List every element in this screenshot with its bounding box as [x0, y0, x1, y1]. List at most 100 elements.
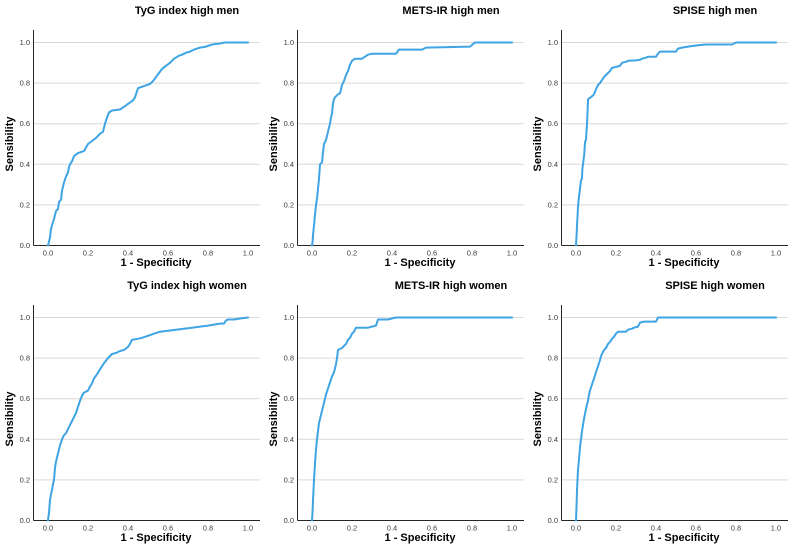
y-tick-label: 0.8 [20, 354, 30, 363]
y-tick-label: 0.8 [548, 354, 558, 363]
x-tick-label: 0.0 [307, 524, 317, 533]
y-tick-label: 0.2 [548, 475, 558, 484]
y-tick-label: 0.8 [284, 79, 294, 88]
y-tick-label: 0.0 [284, 241, 294, 250]
y-tick-label: 0.6 [20, 394, 30, 403]
roc-chart-cell-1: 0.0 0.2 0.4 0.6 0.8 1.0 0.0 0.2 0.4 0.6 0.8 1.0 TyG … [0, 0, 264, 275]
y-tick-label: 0.2 [20, 475, 30, 484]
x-tick-label: 1.0 [507, 249, 517, 258]
x-tick-label: 0.4 [651, 524, 661, 533]
chart-title: SPISE high women [665, 280, 765, 292]
y-tick-label: 0.0 [548, 516, 558, 525]
y-axis-title: Sensibility [4, 391, 16, 447]
x-axis-title: 1 - Specificity [649, 257, 721, 269]
x-tick-label: 0.4 [123, 524, 133, 533]
roc-curve [311, 41, 513, 247]
x-tick-label: 0.6 [691, 524, 701, 533]
x-tick-label: 0.8 [203, 249, 213, 258]
roc-curve [311, 316, 513, 522]
roc-curve [47, 316, 249, 522]
y-tick-label: 0.2 [284, 475, 294, 484]
x-axis-title: 1 - Specificity [385, 532, 457, 544]
y-tick-label: 1.0 [20, 313, 30, 322]
y-tick-label: 0.4 [20, 435, 30, 444]
y-tick-label: 0.8 [20, 79, 30, 88]
x-tick-label: 1.0 [243, 249, 253, 258]
y-tick-label: 0.2 [284, 200, 294, 209]
x-axis-title: 1 - Specificity [649, 532, 721, 544]
x-axis-title: 1 - Specificity [385, 257, 457, 269]
x-tick-label: 1.0 [771, 249, 781, 258]
x-tick-label: 1.0 [243, 524, 253, 533]
y-tick-label: 0.6 [548, 119, 558, 128]
y-tick-label: 0.4 [548, 160, 558, 169]
y-tick-label: 0.0 [20, 516, 30, 525]
y-tick-label: 0.4 [284, 435, 294, 444]
x-tick-label: 0.2 [83, 524, 93, 533]
chart-title: SPISE high men [673, 5, 758, 17]
y-tick-label: 0.4 [548, 435, 558, 444]
roc-chart-cell-2: 0.0 0.2 0.4 0.6 0.8 1.0 0.0 0.2 0.4 0.6 0.8 1.0 METS… [264, 0, 528, 275]
y-tick-label: 0.0 [20, 241, 30, 250]
y-axis-title: Sensibility [268, 391, 280, 447]
y-tick-label: 0.0 [548, 241, 558, 250]
roc-chart-cell-3: 0.0 0.2 0.4 0.6 0.8 1.0 0.0 0.2 0.4 0.6 0.8 1.0 SPIS… [528, 0, 792, 275]
y-tick-label: 0.6 [284, 119, 294, 128]
x-tick-label: 0.4 [387, 249, 397, 258]
roc-chart-cell-5: 0.0 0.2 0.4 0.6 0.8 1.0 0.0 0.2 0.4 0.6 0.8 1.0 METS… [264, 275, 528, 550]
y-tick-label: 1.0 [284, 38, 294, 47]
x-tick-label: 0.6 [427, 524, 437, 533]
x-tick-label: 0.2 [347, 524, 357, 533]
y-tick-label: 1.0 [548, 38, 558, 47]
x-tick-label: 1.0 [507, 524, 517, 533]
roc-plot-5: 0.0 0.2 0.4 0.6 0.8 1.0 0.0 0.2 0.4 0.6 0.8 1.0 METS… [268, 280, 524, 544]
y-tick-label: 0.6 [548, 394, 558, 403]
roc-curve [575, 41, 777, 247]
x-tick-label: 0.0 [43, 249, 53, 258]
roc-chart-cell-4: 0.0 0.2 0.4 0.6 0.8 1.0 0.0 0.2 0.4 0.6 0.8 1.0 TyG … [0, 275, 264, 550]
x-tick-label: 0.6 [691, 249, 701, 258]
x-tick-label: 0.8 [467, 524, 477, 533]
x-tick-label: 0.0 [571, 524, 581, 533]
chart-title: METS-IR high women [395, 280, 508, 292]
x-tick-label: 0.6 [163, 524, 173, 533]
x-tick-label: 0.0 [307, 249, 317, 258]
y-tick-label: 0.8 [284, 354, 294, 363]
y-axis-title: Sensibility [268, 116, 280, 172]
roc-plot-6: 0.0 0.2 0.4 0.6 0.8 1.0 0.0 0.2 0.4 0.6 0.8 1.0 SPIS… [532, 280, 788, 544]
roc-plot-2: 0.0 0.2 0.4 0.6 0.8 1.0 0.0 0.2 0.4 0.6 0.8 1.0 METS… [268, 5, 524, 269]
y-tick-label: 0.4 [20, 160, 30, 169]
x-tick-label: 0.2 [611, 524, 621, 533]
x-tick-label: 0.6 [427, 249, 437, 258]
y-tick-label: 1.0 [548, 313, 558, 322]
x-axis-title: 1 - Specificity [121, 532, 193, 544]
x-tick-label: 0.8 [731, 524, 741, 533]
chart-title: METS-IR high men [402, 5, 499, 17]
x-tick-label: 1.0 [771, 524, 781, 533]
x-tick-label: 0.4 [651, 249, 661, 258]
roc-plot-1: 0.0 0.2 0.4 0.6 0.8 1.0 0.0 0.2 0.4 0.6 0.8 1.0 TyG … [4, 5, 260, 269]
y-tick-label: 0.8 [548, 79, 558, 88]
x-tick-label: 0.4 [387, 524, 397, 533]
x-tick-label: 0.0 [571, 249, 581, 258]
y-tick-label: 0.4 [284, 160, 294, 169]
roc-plot-4: 0.0 0.2 0.4 0.6 0.8 1.0 0.0 0.2 0.4 0.6 0.8 1.0 TyG … [4, 280, 260, 544]
x-tick-label: 0.0 [43, 524, 53, 533]
y-tick-label: 0.6 [20, 119, 30, 128]
x-tick-label: 0.6 [163, 249, 173, 258]
y-axis-title: Sensibility [4, 116, 16, 172]
y-tick-label: 1.0 [20, 38, 30, 47]
x-tick-label: 0.2 [347, 249, 357, 258]
x-tick-label: 0.2 [83, 249, 93, 258]
chart-title: TyG index high women [127, 280, 247, 292]
x-tick-label: 0.8 [203, 524, 213, 533]
x-axis-title: 1 - Specificity [121, 257, 193, 269]
roc-chart-cell-6: 0.0 0.2 0.4 0.6 0.8 1.0 0.0 0.2 0.4 0.6 0.8 1.0 SPIS… [528, 275, 792, 550]
y-tick-label: 1.0 [284, 313, 294, 322]
y-tick-label: 0.2 [548, 200, 558, 209]
y-tick-label: 0.6 [284, 394, 294, 403]
x-tick-label: 0.4 [123, 249, 133, 258]
y-tick-label: 0.2 [20, 200, 30, 209]
roc-curve [47, 41, 249, 247]
